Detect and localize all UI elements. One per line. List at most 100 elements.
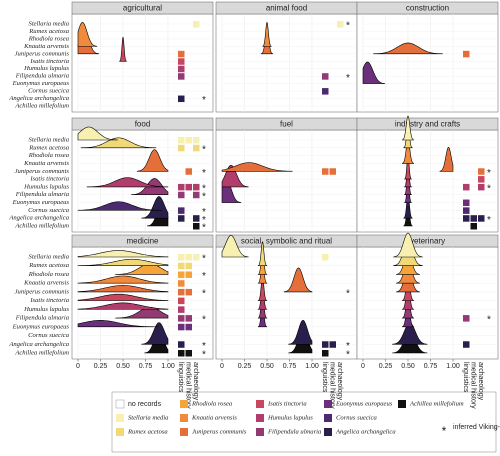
facet-title: construction xyxy=(406,4,449,13)
species-label: Filipendula ulmaria xyxy=(15,315,70,322)
record-tile xyxy=(185,323,192,331)
density-ridge xyxy=(283,267,313,293)
legend-swatch xyxy=(180,400,188,408)
record-tile xyxy=(185,137,192,144)
species-label: Filipendula ulmaria xyxy=(15,73,70,80)
record-tile xyxy=(178,191,185,199)
panel xyxy=(215,13,358,113)
density-ridge xyxy=(393,232,423,258)
species-label: Stellaria media xyxy=(29,21,70,28)
legend-label: Cornus suecica xyxy=(336,415,378,422)
species-label: Juniperus communis xyxy=(15,168,70,175)
source-label: medical history xyxy=(329,362,336,409)
legend-swatch xyxy=(180,414,188,422)
species-label: Rhodiola rosea xyxy=(28,35,70,42)
facet-strip xyxy=(71,234,214,248)
record-tile xyxy=(185,262,192,270)
facet-title: social, symbolic and ritual xyxy=(241,237,332,246)
legend-label: Rhodiola rosea xyxy=(191,401,233,408)
density-ridge xyxy=(401,115,415,141)
record-tile xyxy=(463,207,470,214)
density-ridge xyxy=(262,21,272,47)
legend-label: Filipendula ulmaria xyxy=(267,429,322,436)
density-ridge xyxy=(77,302,169,310)
species-label: Filipendula ulmaria xyxy=(15,191,70,198)
x-tick-label: 0 xyxy=(76,363,80,370)
x-tick-label: 0.25 xyxy=(238,363,252,370)
record-tile xyxy=(178,144,185,152)
record-tile xyxy=(185,271,192,278)
legend-label: Knautia arvensis xyxy=(191,415,237,422)
source-label: linguistics xyxy=(177,362,184,393)
species-label: Achillea millefolium xyxy=(14,350,69,357)
density-ridge xyxy=(257,241,268,267)
inferred-marker: * xyxy=(487,315,491,326)
species-label: Euonymus europaeus xyxy=(12,199,70,206)
record-tile xyxy=(178,280,185,287)
panel xyxy=(71,13,214,113)
inferred-marker: * xyxy=(346,341,350,352)
species-label: Stellaria media xyxy=(29,137,70,144)
inferred-marker: * xyxy=(202,341,206,352)
x-tick-label: 1.00 xyxy=(305,363,319,370)
record-tile xyxy=(178,254,185,261)
facet-title: animal food xyxy=(266,4,307,13)
inferred-marker: * xyxy=(346,289,350,300)
facet-strip xyxy=(356,117,499,131)
source-label: archaeology xyxy=(336,362,343,401)
record-tile xyxy=(178,50,185,58)
record-tile xyxy=(463,183,470,191)
species-label: Knautia arvensis xyxy=(23,280,69,287)
source-label: archaeology xyxy=(192,362,199,401)
record-tile xyxy=(178,58,185,65)
record-tile xyxy=(178,95,185,103)
record-tile xyxy=(478,183,485,191)
x-tick-label: 1.00 xyxy=(446,363,460,370)
record-tile xyxy=(178,215,185,222)
species-label: Cornus suecica xyxy=(28,332,70,339)
legend-label: no records xyxy=(128,401,162,408)
inferred-marker: * xyxy=(202,144,206,155)
x-tick-label: 0.50 xyxy=(116,363,130,370)
record-tile xyxy=(193,254,200,261)
inferred-marker: * xyxy=(202,168,206,179)
x-tick-label: 0.75 xyxy=(139,363,153,370)
legend-box xyxy=(111,391,497,453)
record-tile xyxy=(178,183,185,191)
inferred-marker: * xyxy=(202,289,206,300)
record-tile xyxy=(178,350,185,357)
facet-strip xyxy=(71,1,214,15)
density-ridge xyxy=(77,201,162,211)
density-ridge xyxy=(77,126,118,141)
record-tile xyxy=(322,254,329,261)
record-tile xyxy=(178,137,185,144)
x-tick-label: 0.50 xyxy=(260,363,274,370)
species-label: Juniperus communis xyxy=(15,288,70,295)
species-label: Euonymus europaeus xyxy=(12,323,70,330)
x-tick-label: 0 xyxy=(220,363,224,370)
facet-strip xyxy=(356,234,499,248)
legend-label: Isatis tinctoria xyxy=(267,401,307,408)
record-tile xyxy=(463,341,470,348)
record-tile xyxy=(193,21,200,28)
inferred-marker: * xyxy=(346,21,350,32)
legend-swatch xyxy=(324,400,332,408)
species-label: Isatis tinctoria xyxy=(29,58,69,65)
species-label: Juniperus communis xyxy=(15,50,70,57)
inferred-marker: * xyxy=(202,215,206,226)
record-tile xyxy=(322,350,329,357)
facet-title: agricultural xyxy=(123,4,162,13)
legend-swatch xyxy=(256,428,264,436)
legend-swatch xyxy=(398,400,406,408)
inferred-marker: * xyxy=(202,315,206,326)
legend-swatch xyxy=(324,414,332,422)
panel xyxy=(356,13,499,113)
density-ridge xyxy=(77,22,98,47)
record-tile xyxy=(178,297,185,305)
record-tile xyxy=(470,223,477,230)
species-label: Angelica archangelica xyxy=(8,95,69,102)
record-tile xyxy=(178,341,185,348)
x-tick-label: 0 xyxy=(361,363,365,370)
record-tile xyxy=(178,65,185,73)
record-tile xyxy=(463,199,470,207)
